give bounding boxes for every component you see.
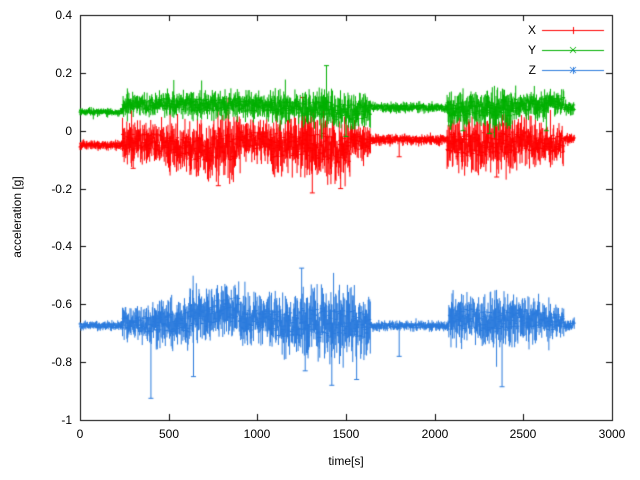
y-tick-label: 0.4 [55, 8, 72, 22]
legend-label-x: X [527, 23, 536, 37]
y-tick-label: -0.8 [51, 355, 72, 369]
y-tick-label: -0.6 [51, 297, 72, 311]
x-tick-label: 500 [158, 427, 180, 441]
x-tick-label: 3000 [598, 427, 626, 441]
x-tick-label: 1500 [332, 427, 360, 441]
y-tick-label: -0.2 [51, 182, 72, 196]
y-tick-label: 0 [65, 124, 72, 138]
x-tick-label: 0 [76, 427, 84, 441]
x-axis-title: time[s] [328, 454, 364, 468]
y-tick-label: 0.2 [55, 66, 72, 80]
x-tick-label: 2000 [421, 427, 449, 441]
y-axis-title: acceleration [g] [10, 176, 24, 258]
y-tick-label: -0.4 [51, 239, 72, 253]
legend-label-y: Y [527, 43, 536, 57]
x-tick-label: 1000 [243, 427, 271, 441]
legend-label-z: Z [528, 63, 536, 77]
y-tick-label: -1 [61, 413, 72, 427]
x-tick-label: 2500 [509, 427, 537, 441]
